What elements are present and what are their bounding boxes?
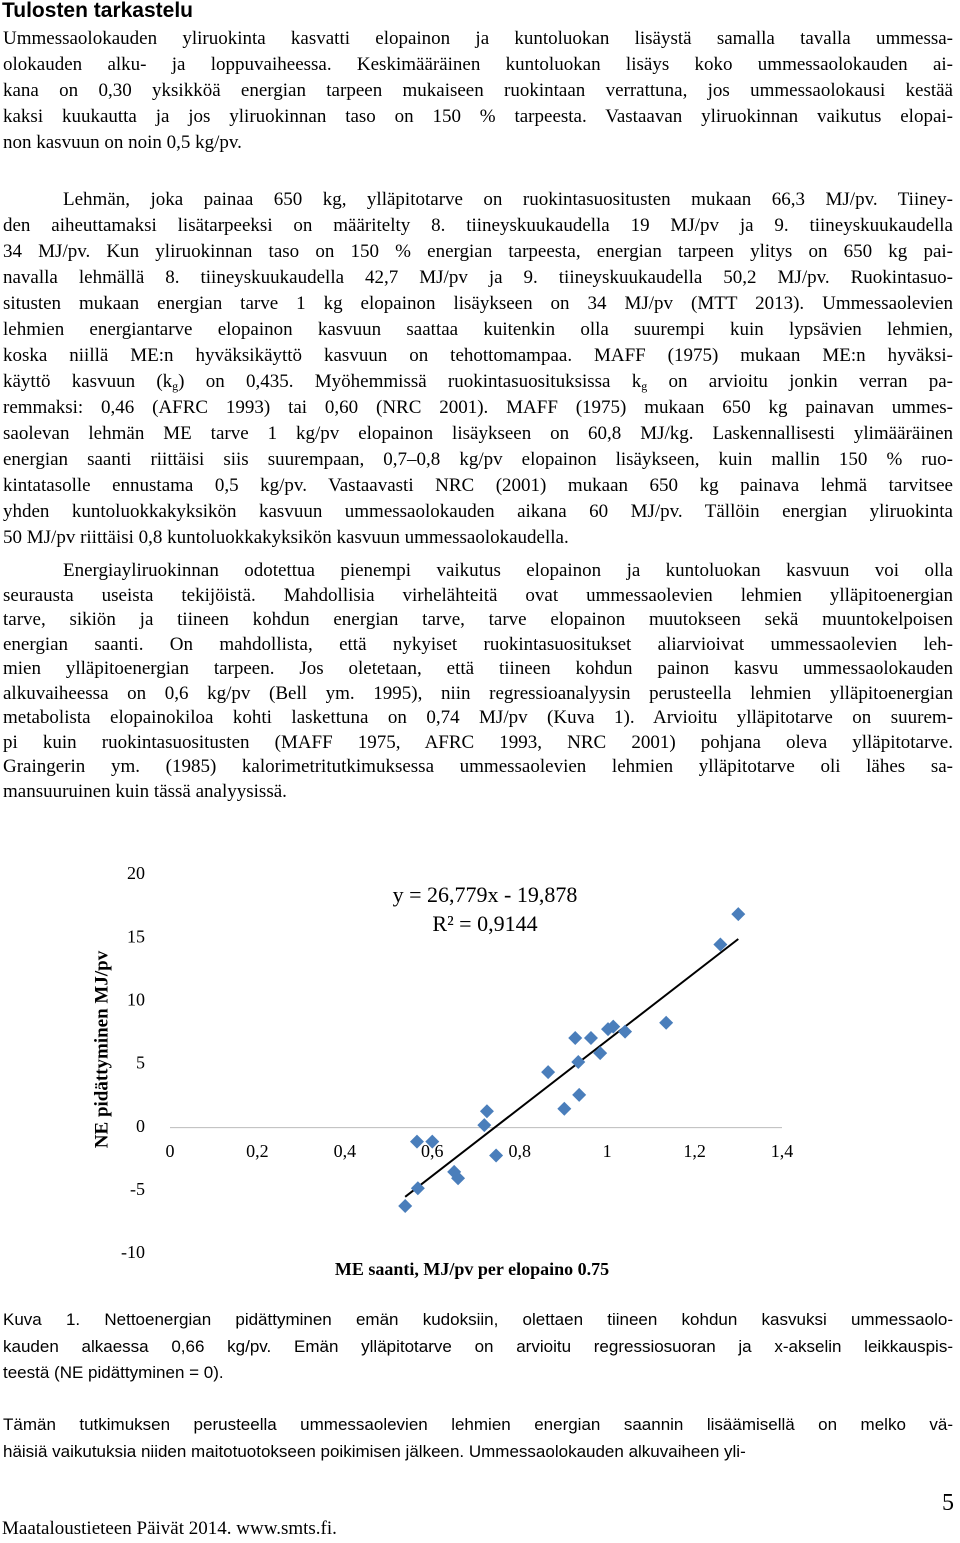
text-line: 50 MJ/pv riittäisi 0,8 kuntoluokkakyksik… [3,527,569,548]
text-line: seurausta useista tekijöistä. Mahdollisi… [3,584,953,606]
text-line: navalla lehmällä 8. tiineyskuukaudella 4… [3,267,953,288]
text-line: mansuuruinen kuin tässä analyysissä. [3,780,287,802]
heading: Tulosten tarkastelu [2,0,193,22]
x-tick-label: 1 [603,1141,612,1161]
y-tick-label: 0 [136,1116,145,1136]
subscript: g [641,379,648,393]
text-line: kintatasolle ennustama 0,5 kg/pv. Vastaa… [3,475,953,496]
data-point [713,937,728,952]
data-point [583,1030,598,1045]
x-tick-label: 1,2 [683,1141,706,1161]
data-point [479,1104,494,1119]
text-line: non kasvuun on noin 0,5 kg/pv. [3,132,242,153]
paragraph: Energiayliruokinnan odotettua pienempi v… [3,559,953,804]
trendline-equation: y = 26,779x - 19,878 [393,882,578,907]
text-line: kaksi kuukautta ja jos yliruokinnan taso… [3,106,953,127]
data-point [593,1046,608,1061]
y-axis-label: NE pidättyminen MJ/pv [91,950,112,1148]
data-point [557,1101,572,1116]
x-tick-label: 0 [166,1141,175,1161]
text-span: ) on 0,435. Myöhemmissä ruokintasuosituk… [178,371,642,392]
data-point [451,1171,466,1186]
text-line: käyttö kasvuun (kg) on 0,435. Myöhemmiss… [3,369,953,395]
y-tick-label: -10 [121,1242,145,1262]
text-line: 34 MJ/pv. Kun yliruokinnan taso on 150 %… [3,241,953,262]
data-point [731,907,746,922]
caption: Kuva 1. Nettoenergian pidättyminen emän … [3,1307,953,1387]
y-tick-label: 15 [127,926,145,946]
text-line: den aiheuttamaksi lisätarpeeksi on määri… [3,215,953,236]
subscript: g [172,379,179,393]
data-point [489,1148,504,1163]
text-line: Tämän tutkimuksen perusteella ummessaole… [3,1415,953,1434]
x-tick-label: 0,8 [508,1141,531,1161]
text-line: Lehmän, joka painaa 650 kg, ylläpitotarv… [63,189,953,210]
text-line: metabolista elopainokiloa kohti laskettu… [3,707,953,728]
footer: Maataloustieteen Päivät 2014. www.smts.f… [2,1518,337,1539]
data-point [571,1054,586,1069]
data-point [606,1019,621,1034]
text-span: käyttö kasvuun (k [3,371,173,392]
x-tick-label: 0,6 [421,1141,444,1161]
y-tick-label: 5 [136,1053,145,1073]
text-line: kauden alkaessa 0,66 kg/pv. Emän ylläpit… [3,1336,953,1356]
data-point [572,1087,587,1102]
text-line: olokauden alku- ja loppuvaiheessa. Keski… [3,54,953,75]
y-tick-label: 10 [127,989,145,1009]
text-line: Kuva 1. Nettoenergian pidättyminen emän … [3,1310,953,1329]
text-line: remmaksi: 0,46 (AFRC 1993) tai 0,60 (NRC… [3,397,953,418]
paragraph: Lehmän, joka painaa 650 kg, ylläpitotarv… [3,187,953,551]
text-line: saolevan lehmän ME tarve 1 kg/pv elopain… [3,423,953,444]
text-line: lehmien energiantarve elopainon kasvuun … [3,319,953,340]
x-tick-label: 0,4 [334,1141,357,1161]
x-axis-label: ME saanti, MJ/pv per elopaino 0.75 [335,1259,609,1279]
text-line: teestä (NE pidättyminen = 0). [3,1363,224,1382]
text-line: energian saanti riittäisi siis suurempaa… [3,449,953,470]
text-line: tarve, sikiön ja tiineen kohdun energian… [3,609,953,630]
text-line: pi kuin ruokintasuositusten (MAFF 1975, … [3,731,953,753]
text-line: Graingerin ym. (1985) kalorimetritutkimu… [3,756,953,777]
data-point [477,1118,492,1133]
text-line: koska niillä ME:n hyväksikäyttö kasvuun … [3,345,953,366]
data-point [659,1015,674,1030]
data-point [568,1030,583,1045]
text-line: Energiayliruokinnan odotettua pienempi v… [63,560,953,581]
data-point [425,1134,440,1149]
chart: -10 -5 0 5 10 15 20 0 0,2 0,4 0,6 0,8 1 1,2 1,4 NE pidä… [91,863,794,1279]
data-point [618,1024,633,1039]
y-tick-label: 20 [127,863,145,883]
x-tick-label: 1,4 [771,1141,794,1161]
r-squared: R² = 0,9144 [432,911,537,936]
data-point [409,1134,424,1149]
text-span: on arvioitu jonkin verran pa- [647,371,954,392]
data-point [541,1065,556,1080]
text-line: energian saanti. On mahdollista, että ny… [3,633,953,655]
text-line: häisiä vaikutuksia niiden maitotuotoksee… [3,1441,746,1461]
y-tick-label: -5 [130,1179,145,1199]
paragraph: Ummessaolokauden yliruokinta kasvatti el… [3,26,953,156]
text-line: mien ylläpitoenergian tarpeen. Jos olete… [3,658,953,679]
x-tick-label: 0,2 [246,1141,269,1161]
text-line: yhden kuntoluokkakyksikön kasvuun ummess… [3,501,953,522]
trendline [404,938,739,1198]
data-point [410,1181,425,1196]
text-line: Ummessaolokauden yliruokinta kasvatti el… [3,28,953,49]
closing-paragraph: Tämän tutkimuksen perusteella ummessaole… [3,1412,953,1465]
text-line: situsten mukaan energian tarve 1 kg elop… [3,293,953,314]
data-point [398,1198,413,1213]
text-line: alkuvaiheessa on 0,6 kg/pv (Bell ym. 199… [3,682,953,704]
page-number: 5 [942,1490,954,1516]
text-line: kana on 0,30 yksikköä energian tarpeen m… [3,80,953,101]
